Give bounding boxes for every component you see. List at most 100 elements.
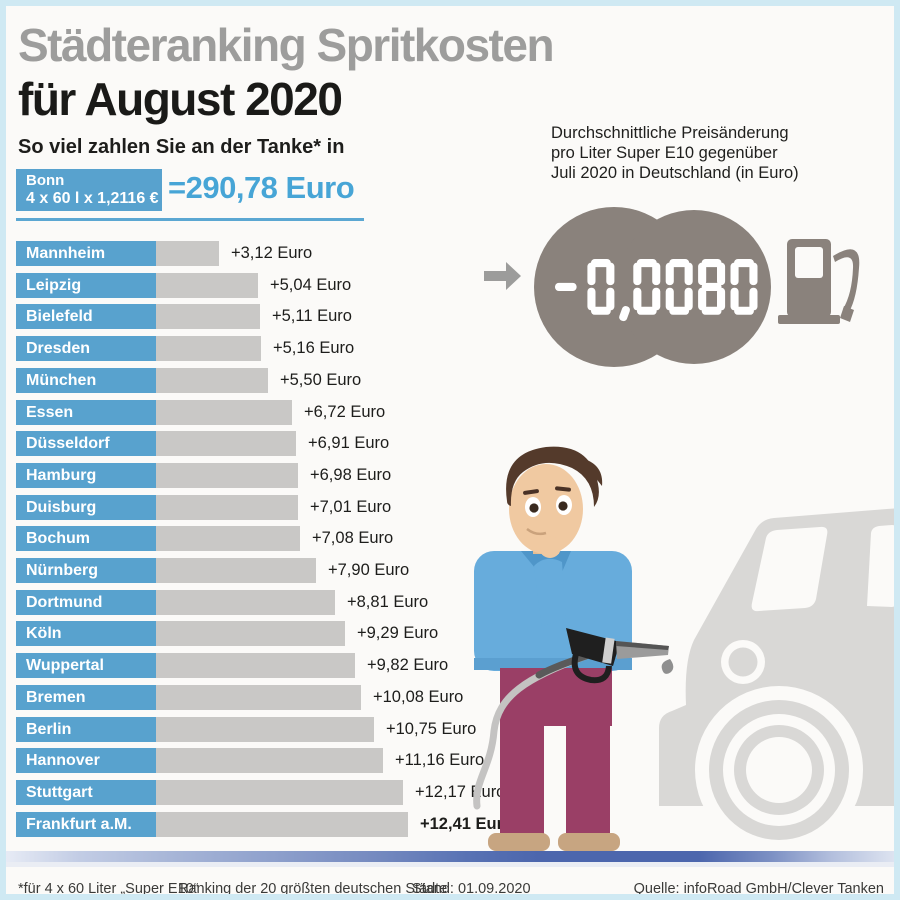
- bar-value-label: +7,01 Euro: [310, 498, 392, 516]
- bar: [156, 431, 296, 456]
- bar-row: Hannover +11,16 Euro: [16, 748, 536, 773]
- page-title-line1: Städteranking Spritkosten: [18, 19, 555, 71]
- bar-city-label: Hamburg: [16, 463, 156, 488]
- baseline-total: =290,78 Euro: [168, 170, 355, 205]
- bar: [156, 558, 316, 583]
- bar-row: München +5,50 Euro: [16, 368, 536, 393]
- bar-city-label: Stuttgart: [16, 780, 156, 805]
- caption-line2: pro Liter Super E10 gegenüber: [551, 144, 778, 162]
- pants-right-leg: [566, 720, 610, 834]
- bar: [156, 273, 258, 298]
- bar-value-label: +9,82 Euro: [367, 656, 449, 674]
- fuel-hose-dark-end: [535, 652, 590, 679]
- bar-city-label: Duisburg: [16, 495, 156, 520]
- bar-row: Frankfurt a.M. +12,41 Euro: [16, 812, 536, 837]
- bar: [156, 336, 261, 361]
- bar: [156, 717, 374, 742]
- bar-city-label: Bremen: [16, 685, 156, 710]
- bar-value-label: +5,04 Euro: [270, 276, 352, 294]
- bar: [156, 495, 298, 520]
- pupil-right: [558, 501, 568, 511]
- bar-city-label: Mannheim: [16, 241, 156, 266]
- bar: [156, 463, 298, 488]
- bar-value-label: +11,16 Euro: [395, 751, 485, 769]
- price-change-display: [484, 207, 860, 367]
- footer-ranking: Ranking der 20 größten deutschen Städte: [178, 881, 448, 897]
- mouth: [526, 527, 547, 536]
- subtitle: So viel zahlen Sie an der Tanke* in: [18, 136, 345, 158]
- bar-city-label: Bielefeld: [16, 304, 156, 329]
- fuel-drip: [661, 659, 674, 674]
- bar-row: Bochum +7,08 Euro: [16, 526, 536, 551]
- bar: [156, 812, 408, 837]
- bar: [156, 621, 345, 646]
- hair-side: [581, 458, 603, 486]
- shoe-right: [558, 833, 620, 851]
- bar-city-label: Hannover: [16, 748, 156, 773]
- man-with-nozzle-illustration: [473, 446, 674, 851]
- car-illustration: [659, 508, 894, 854]
- bar-row: Wuppertal +9,82 Euro: [16, 653, 536, 678]
- bar-value-label: +12,41 Euro: [420, 815, 514, 833]
- pupil-left: [529, 503, 539, 513]
- baseline-city-name: Bonn: [26, 172, 65, 189]
- arrow-right-icon: [484, 262, 521, 290]
- bar-value-label: +10,08 Euro: [373, 688, 464, 706]
- footer-stand: Stand: 01.09.2020: [412, 881, 531, 897]
- car-window-right: [867, 525, 894, 607]
- bar-row: Berlin +10,75 Euro: [16, 717, 536, 742]
- caption-line3: Juli 2020 in Deutschland (in Euro): [551, 164, 799, 182]
- bar-value-label: +7,08 Euro: [312, 529, 394, 547]
- baseline-city-box: Bonn 4 x 60 l x 1,2116 €: [16, 169, 162, 211]
- bar-row: Bielefeld +5,11 Euro: [16, 304, 536, 329]
- bar-city-label: Wuppertal: [16, 653, 156, 678]
- bar-city-label: Dresden: [16, 336, 156, 361]
- page-title-line2: für August 2020: [18, 73, 343, 125]
- bar-city-label: Köln: [16, 621, 156, 646]
- caption-line1: Durchschnittliche Preisänderung: [551, 124, 789, 142]
- bar: [156, 748, 383, 773]
- bar-city-label: Essen: [16, 400, 156, 425]
- bar-value-label: +7,90 Euro: [328, 561, 410, 579]
- fuel-nozzle: [566, 628, 674, 684]
- road-stripe: [6, 851, 894, 862]
- eyebrow-left: [523, 489, 539, 495]
- bar-row: Dortmund +8,81 Euro: [16, 590, 536, 615]
- bar-row: Köln +9,29 Euro: [16, 621, 536, 646]
- hand-at-chin: [539, 536, 561, 558]
- bar-city-label: Leipzig: [16, 273, 156, 298]
- bar: [156, 304, 260, 329]
- bar-value-label: +6,72 Euro: [304, 403, 386, 421]
- hub: [746, 737, 812, 803]
- bar-city-label: Düsseldorf: [16, 431, 156, 456]
- bar-city-label: München: [16, 368, 156, 393]
- hair: [506, 446, 599, 507]
- pants-left-leg: [500, 720, 544, 834]
- bar-value-label: +5,50 Euro: [280, 371, 362, 389]
- bar-value-label: +9,29 Euro: [357, 624, 439, 642]
- bar-city-label: Berlin: [16, 717, 156, 742]
- sweater-hem: [474, 658, 632, 670]
- bar-city-label: Dortmund: [16, 590, 156, 615]
- bar-city-label: Bochum: [16, 526, 156, 551]
- bar-row: Düsseldorf +6,91 Euro: [16, 431, 536, 456]
- fuel-pump-icon: [778, 239, 860, 324]
- bar-row: Duisburg +7,01 Euro: [16, 495, 536, 520]
- divider-rule: [16, 218, 364, 221]
- road-stripe-light: [6, 862, 894, 867]
- baseline-formula: 4 x 60 l x 1,2116 €: [26, 190, 159, 207]
- footer-note: *für 4 x 60 Liter „Super E10“: [18, 881, 199, 897]
- bar-value-label: +6,91 Euro: [308, 434, 390, 452]
- seven-segment-value: [555, 259, 758, 322]
- bar-row: Stuttgart +12,17 Euro: [16, 780, 536, 805]
- bar-chart: Mannheim +3,12 Euro Leipzig +5,04 Euro Biele…: [16, 241, 536, 851]
- eyebrow-right: [555, 486, 571, 492]
- bar-value-label: +8,81 Euro: [347, 593, 429, 611]
- face: [509, 464, 583, 554]
- bar-value-label: +6,98 Euro: [310, 466, 392, 484]
- bar: [156, 685, 361, 710]
- bar-row: Dresden +5,16 Euro: [16, 336, 536, 361]
- footer-source: Quelle: infoRoad GmbH/Clever Tanken: [633, 881, 884, 897]
- bar-value-label: +10,75 Euro: [386, 720, 477, 738]
